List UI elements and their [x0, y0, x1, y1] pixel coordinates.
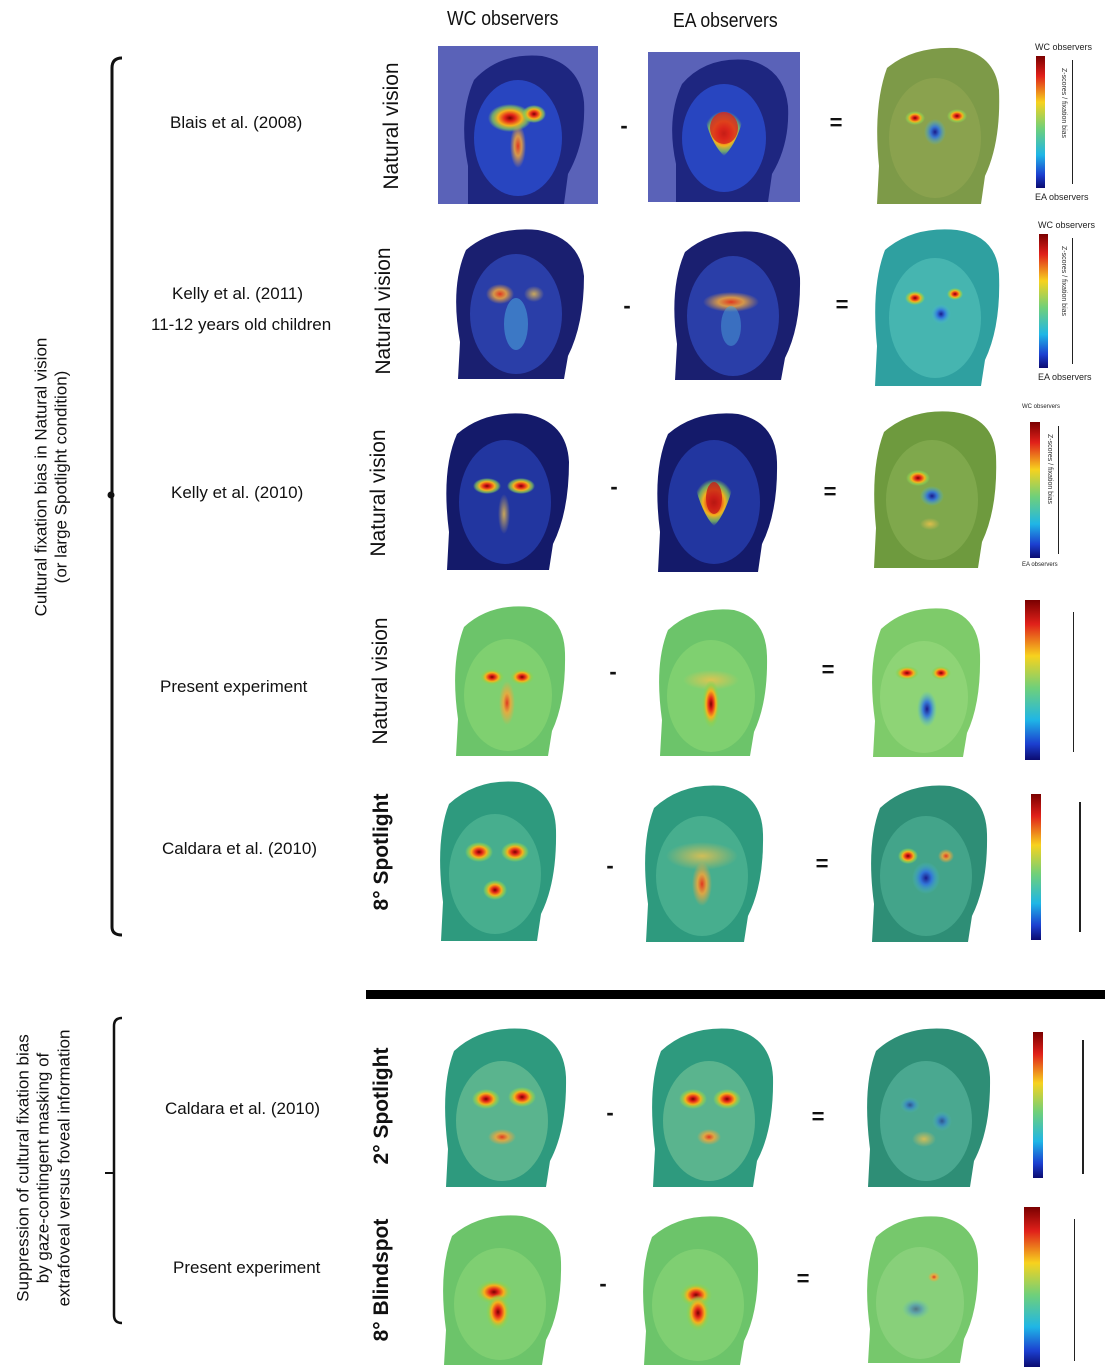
equals-sign-row4: = — [821, 657, 835, 682]
heatmap-diff-row5 — [866, 782, 989, 942]
minus-sign-row3: - — [610, 474, 618, 499]
minus-sign-row7: - — [599, 1271, 607, 1296]
minus-sign-row2: - — [623, 293, 631, 318]
study-label-row7: Present experiment — [173, 1258, 321, 1277]
heatmap-wc-row5 — [435, 778, 558, 941]
study-label-row5: Caldara et al. (2010) — [162, 839, 317, 858]
heatmap-diff-row3 — [870, 408, 998, 568]
study-label-row2: Kelly et al. (2011) — [172, 284, 304, 303]
heatmap-ea-row4 — [654, 606, 769, 756]
heatmap-wc-row6 — [440, 1025, 568, 1187]
heatmap-diff-row7 — [862, 1213, 980, 1363]
top-group-bracket — [107, 56, 123, 937]
bottom-group-bracket — [105, 1016, 123, 1325]
heatmap-diff-row6 — [862, 1025, 992, 1187]
study-label-row6: Caldara et al. (2010) — [165, 1099, 320, 1118]
equals-sign-row2: = — [835, 292, 849, 317]
colorbar-row5 — [1028, 782, 1105, 952]
colorbar-row3: WC observers Z-scores / fixation bias EA… — [1022, 404, 1061, 568]
top-group-label-line2: (or large Spotlight condition) — [52, 370, 71, 584]
bottom-group-label-line3: extrafoveal versus foveal information — [54, 1029, 74, 1307]
heatmap-wc-row7 — [438, 1212, 563, 1365]
bottom-group-label-line2: by gaze-contingent masking of — [33, 1052, 53, 1284]
heatmap-wc-row3 — [441, 410, 571, 570]
study-label-row3: Kelly et al. (2010) — [171, 483, 304, 502]
colorbar-row4 — [1022, 596, 1092, 764]
heatmap-ea-row5 — [640, 782, 765, 942]
heatmap-ea-row6 — [647, 1025, 775, 1187]
section-divider — [366, 990, 1105, 999]
colorbar-row7 — [1022, 1205, 1097, 1370]
study-label-row2-sub: 11-12 years old children — [151, 315, 332, 334]
heatmap-diff-row1 — [873, 46, 1001, 204]
heatmap-wc-row1 — [438, 46, 598, 204]
study-label-row4: Present experiment — [160, 677, 308, 696]
minus-sign-row4: - — [609, 659, 617, 684]
minus-sign-row1: - — [620, 113, 628, 138]
column-header-wc: WC observers — [447, 8, 559, 30]
colorbar-row6 — [1030, 1022, 1105, 1192]
heatmap-diff-row4 — [867, 605, 982, 757]
colorbar-row1: WC observers Z-scores / fixation bias EA… — [1035, 42, 1093, 202]
heatmap-wc-row4 — [450, 603, 567, 756]
heatmap-wc-row2 — [450, 224, 586, 379]
heatmap-ea-row2 — [669, 226, 802, 380]
study-label-row1: Blais et al. (2008) — [170, 113, 303, 132]
equals-sign-row1: = — [829, 110, 843, 135]
heatmap-ea-row7 — [638, 1213, 760, 1365]
equals-sign-row6: = — [811, 1104, 825, 1129]
top-group-label-line1: Cultural fixation bias in Natural vision — [31, 337, 51, 617]
heatmap-diff-row2 — [871, 226, 1001, 386]
colorbar-row2: WC observers Z-scores / fixation bias EA… — [1038, 220, 1096, 382]
minus-sign-row6: - — [606, 1100, 614, 1125]
column-header-ea: EA observers — [673, 10, 778, 32]
equals-sign-row7: = — [796, 1266, 810, 1291]
bottom-group-label-line1: Suppression of cultural fixation bias — [13, 1034, 33, 1302]
equals-sign-row5: = — [815, 851, 829, 876]
minus-sign-row5: - — [606, 853, 614, 878]
equals-sign-row3: = — [823, 479, 837, 504]
heatmap-ea-row3 — [652, 410, 779, 572]
heatmap-ea-row1 — [648, 52, 800, 202]
